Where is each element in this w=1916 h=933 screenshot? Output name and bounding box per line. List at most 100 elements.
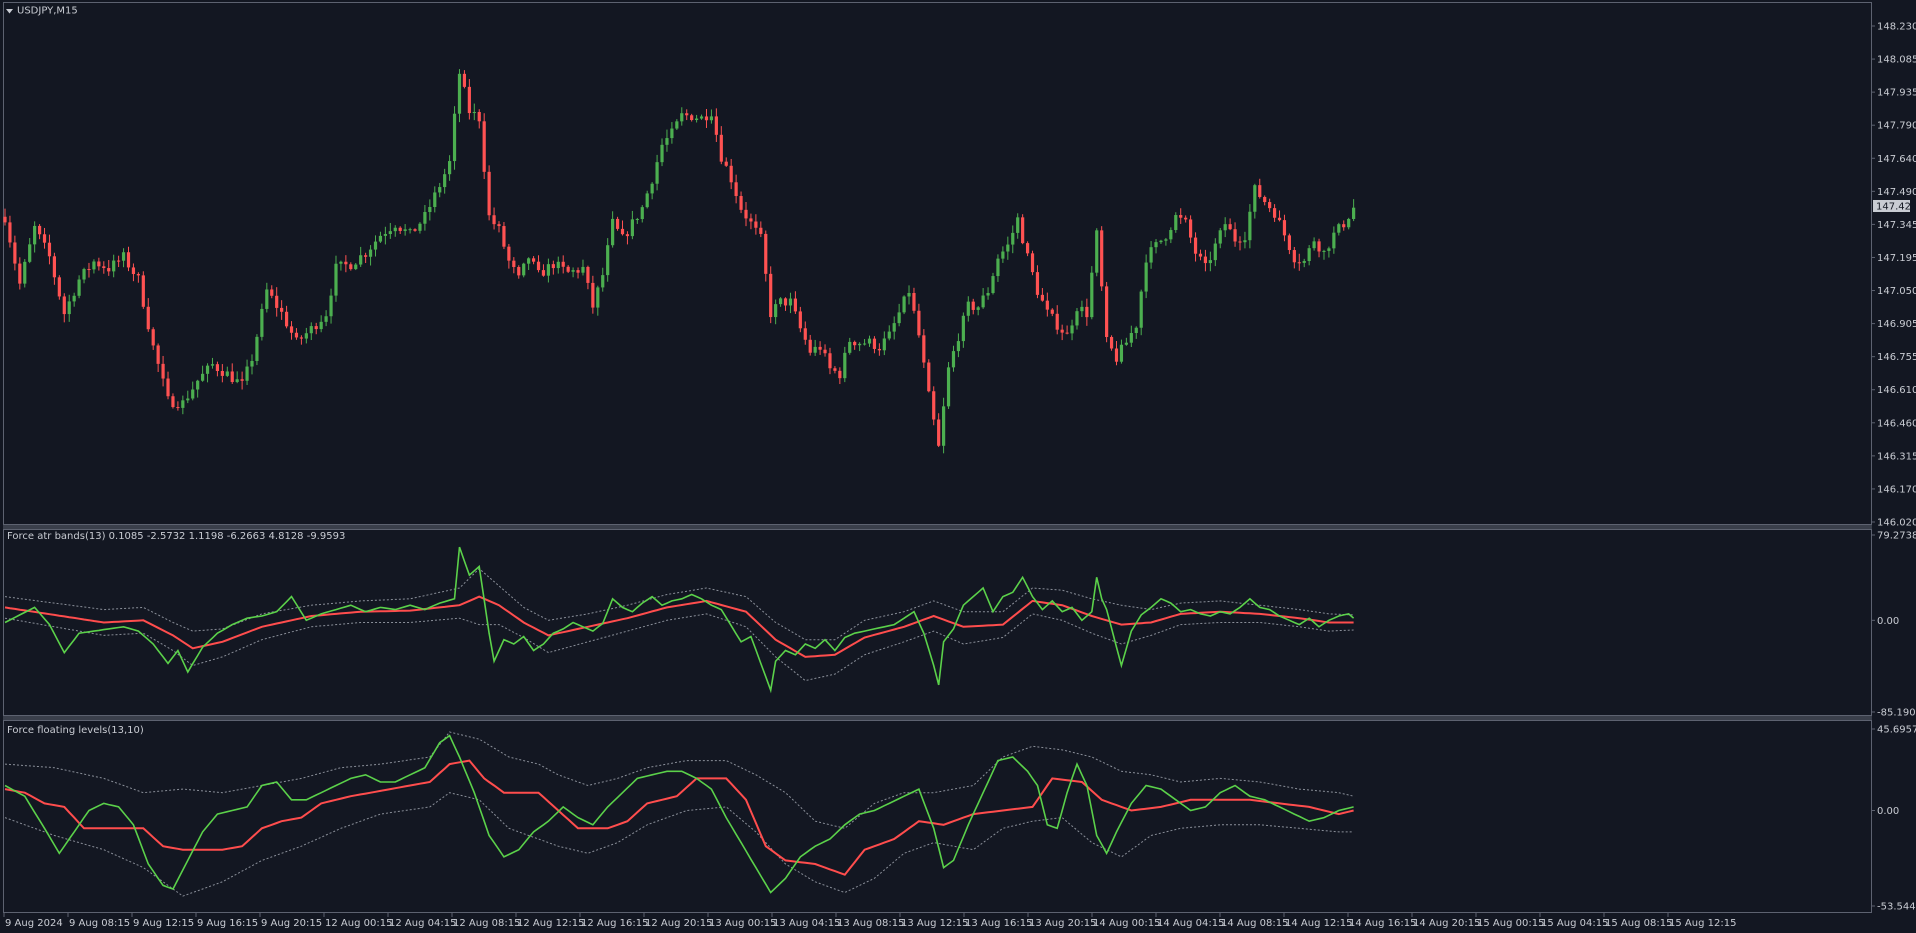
candle-bull [1208,260,1212,264]
candle-bull [1129,333,1133,343]
candle-bull [699,116,704,119]
price-tick-label: 146.170 [1877,484,1916,495]
candle-bull [788,298,793,306]
price-tick-label: 147.640 [1877,154,1916,165]
force-levels-tick-label: 0.00 [1877,806,1899,817]
candle-bull [1006,244,1010,252]
candle-bear [512,260,516,268]
candle-bear [1109,337,1114,349]
candle-bull [1154,242,1158,248]
candle-bear [1238,241,1242,243]
candle-bear [591,282,595,308]
force-levels-plot [4,731,1354,897]
candle-bear [1317,241,1321,252]
force-atr-pane[interactable] [3,529,1872,716]
candle-bear [1045,300,1049,310]
candle-bull [778,298,783,305]
candle-bull [354,264,358,270]
candle-bull [1149,247,1153,263]
candle-bull [250,360,254,367]
candle-bear [270,289,274,296]
candle-bull [201,373,205,381]
candle-bear [289,326,294,333]
candle-bull [951,351,956,368]
candle-bear [823,349,827,354]
candle-bull [813,346,817,353]
candle-bull [527,258,531,264]
candle-bull [976,307,980,310]
candle-bear [349,264,353,270]
pane-splitter-1[interactable] [3,525,1872,529]
candle-bull [324,316,328,322]
candle-bull [986,293,990,296]
candle-bear [62,296,66,315]
candle-bull [601,275,605,288]
candle-bull [225,371,229,376]
candle-bull [418,223,422,231]
candle-bear [704,116,709,121]
candle-bull [112,260,116,272]
candle-bull [902,296,906,313]
candle-bull [1352,207,1356,219]
time-tick-label: 13 Aug 08:15 [837,918,904,929]
price-pane[interactable] [3,2,1872,525]
candle-bear [912,292,916,311]
price-tick-label: 147.050 [1877,286,1916,297]
pane-splitter-2[interactable] [3,716,1872,720]
candle-bear [215,364,220,371]
force-atr-axis: 79.2738 0.00 -85.1902 [1871,531,1916,719]
candle-bear [769,273,773,318]
time-tick-label: 14 Aug 12:15 [1285,918,1352,929]
candle-bull [1090,272,1094,318]
candle-bull [388,231,392,235]
candle-bear [724,161,728,166]
candle-bear [739,196,743,210]
candle-bull [438,187,442,193]
time-tick-label: 9 Aug 08:15 [69,918,130,929]
candle-bull [28,244,32,262]
candle-bull [843,352,847,379]
candle-bear [586,266,590,283]
candle-bull [121,252,126,261]
candle-bull [186,398,190,401]
force-atr-force-line [4,546,1355,694]
candle-bull [82,269,86,280]
price-tick-label: 146.460 [1877,418,1916,429]
candle-bull [556,261,560,269]
force-levels-pane[interactable] [3,720,1872,913]
candle-bear [117,260,121,262]
candle-bear [364,255,368,257]
candle-bull [448,161,452,175]
indicator-label-force-atr: Force atr bands(13) 0.1085 -2.5732 1.119… [7,531,345,542]
symbol-menu[interactable]: USDJPY,M15 [6,6,78,17]
candle-bear [1272,208,1277,218]
candle-bear [57,277,61,297]
candle-bull [1322,250,1326,252]
candle-bull [1253,185,1257,212]
candle-bull [92,261,96,270]
candle-bull [996,258,1000,277]
candle-bear [783,298,788,306]
candle-bull [966,301,970,316]
candle-bear [971,301,975,310]
price-candles [3,69,1356,454]
triangle-down-icon[interactable] [6,9,13,14]
candle-bear [937,419,941,446]
price-tick-label: 147.345 [1877,220,1916,231]
candle-bull [1174,215,1178,231]
candle-bull [956,341,961,352]
candle-bull [457,73,462,114]
candle-bull [408,229,412,231]
price-tick-label: 147.195 [1877,253,1916,264]
candle-bull [655,162,659,184]
candle-bull [1302,260,1306,263]
time-tick-label: 9 Aug 16:15 [197,918,258,929]
candle-bear [497,224,501,227]
price-tick-label: 146.020 [1877,518,1916,529]
candle-bull [33,225,37,245]
candle-bear [625,234,630,237]
candle-bear [729,165,733,183]
candle-bull [1095,230,1099,273]
candle-bull [1075,311,1079,326]
